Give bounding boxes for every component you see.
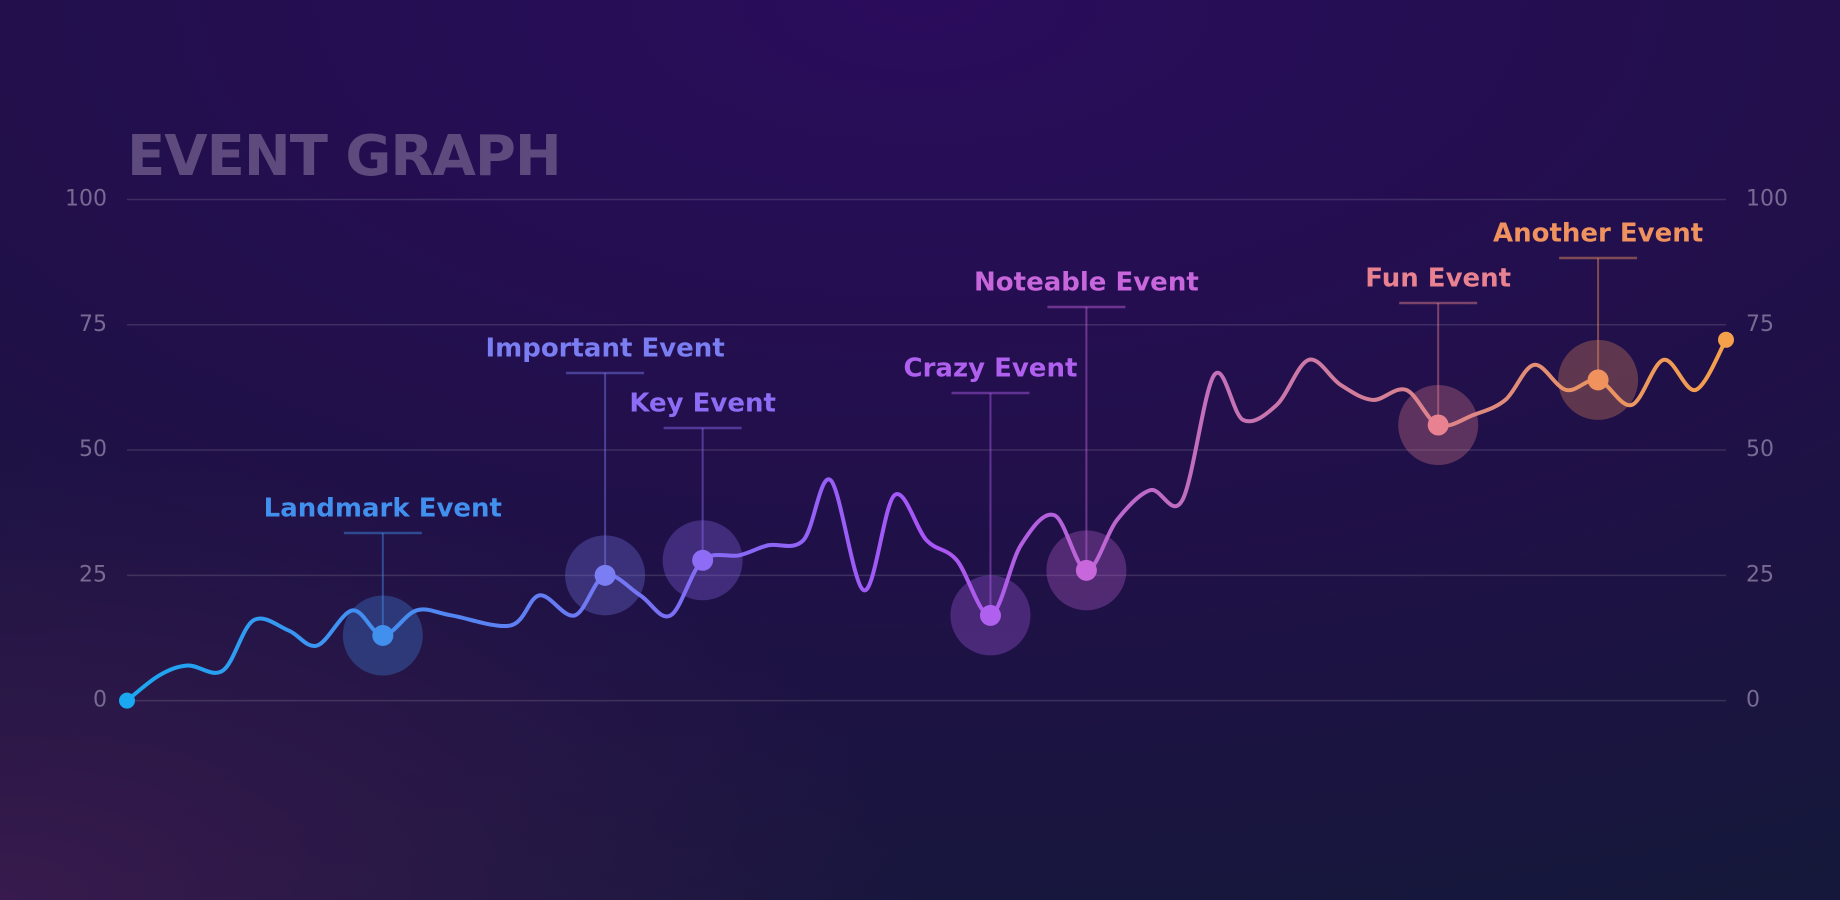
event-label: Important Event [485, 334, 724, 364]
y-tick-label: 50 [79, 437, 107, 462]
y-tick-label: 100 [65, 187, 107, 212]
event-label: Crazy Event [904, 354, 1078, 384]
start-point [119, 692, 135, 709]
y2-tick-label: 25 [1746, 562, 1774, 587]
event-label: Fun Event [1365, 264, 1511, 294]
y-tick-label: 75 [79, 312, 107, 337]
y2-tick-label: 0 [1746, 688, 1760, 713]
y-tick-label: 0 [93, 688, 107, 713]
event-point [692, 549, 714, 571]
event-point [372, 624, 394, 646]
event-point [1075, 559, 1097, 581]
event-point [1587, 369, 1609, 391]
y2-tick-label: 100 [1746, 187, 1788, 212]
chart-title: EVENT GRAPH [127, 124, 561, 189]
y2-tick-label: 50 [1746, 437, 1774, 462]
end-point [1718, 331, 1734, 348]
event-point [1427, 414, 1449, 436]
y2-tick-label: 75 [1746, 312, 1774, 337]
data-line [125, 337, 1728, 703]
event-label: Another Event [1493, 219, 1703, 249]
y-tick-label: 25 [79, 562, 107, 587]
event-point [979, 604, 1001, 626]
event-label: Noteable Event [974, 268, 1199, 298]
event-label: Key Event [629, 389, 776, 419]
event-point [594, 564, 616, 586]
event-label: Landmark Event [264, 494, 502, 524]
